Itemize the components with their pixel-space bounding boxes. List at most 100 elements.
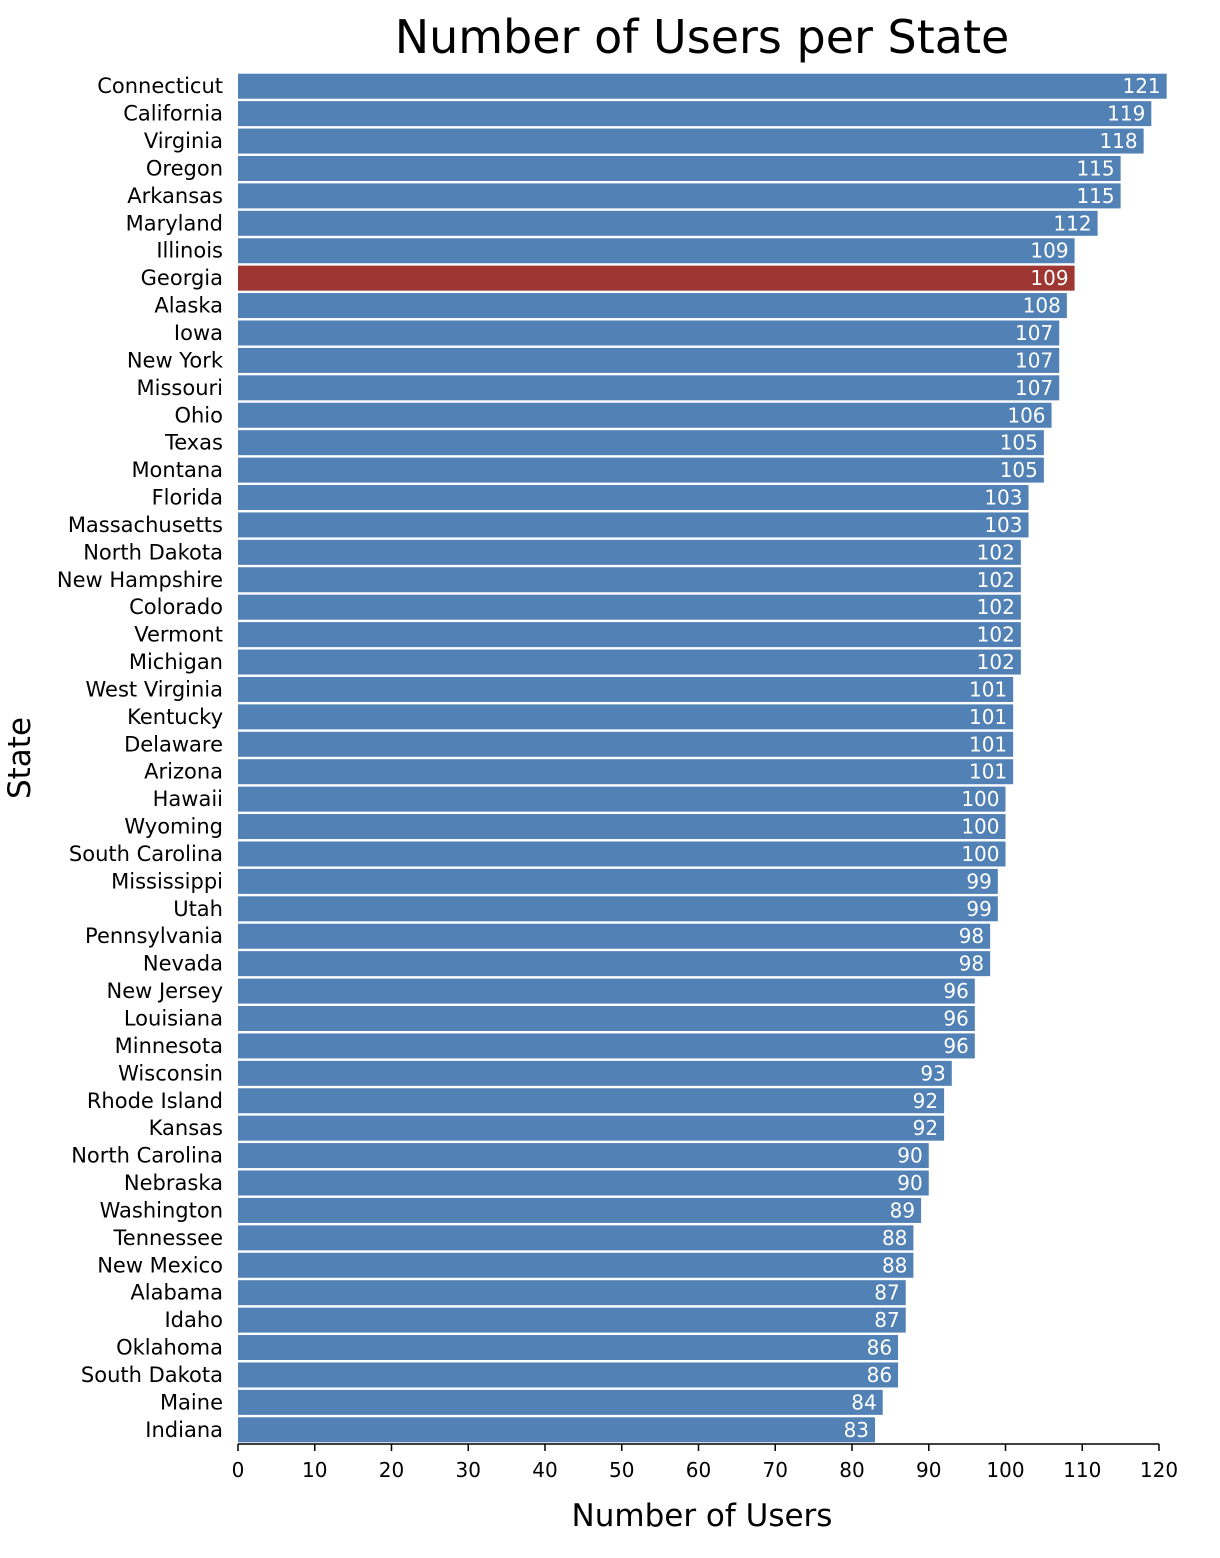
category-label: Maine (160, 1390, 223, 1414)
data-label: 98 (959, 952, 984, 976)
data-label: 119 (1107, 102, 1145, 126)
bar (238, 347, 1060, 373)
bar (238, 622, 1021, 648)
bar (238, 293, 1067, 319)
data-label: 86 (867, 1363, 892, 1387)
category-label: New Mexico (97, 1253, 223, 1277)
category-label: Montana (131, 458, 223, 482)
bar (238, 1307, 906, 1333)
x-tick-label: 40 (532, 1458, 557, 1482)
data-label: 121 (1122, 74, 1160, 98)
category-label: Illinois (156, 239, 223, 263)
bar (238, 1417, 876, 1443)
data-label: 102 (977, 540, 1015, 564)
category-label: Texas (164, 431, 223, 455)
bar (238, 868, 998, 894)
data-label: 107 (1015, 321, 1053, 345)
bar (238, 1252, 914, 1278)
category-label: Arizona (144, 760, 223, 784)
bar (238, 923, 991, 949)
data-label: 89 (890, 1198, 915, 1222)
bar (238, 375, 1060, 401)
bar (238, 320, 1060, 346)
x-tick-label: 60 (686, 1458, 711, 1482)
data-label: 101 (969, 677, 1007, 701)
category-label: Vermont (134, 623, 223, 647)
bars-layer (238, 73, 1167, 1443)
x-tick-label: 30 (456, 1458, 481, 1482)
data-label: 102 (977, 568, 1015, 592)
data-label: 105 (1000, 458, 1038, 482)
bar (238, 183, 1121, 209)
category-label: Nebraska (124, 1171, 223, 1195)
bar (238, 1225, 914, 1251)
data-label: 107 (1015, 376, 1053, 400)
bar (238, 896, 998, 922)
x-tick-label: 90 (916, 1458, 941, 1482)
category-label: Mississippi (111, 869, 223, 893)
x-axis: 0 10 20 30 40 50 60 70 80 90 100 110 120 (232, 1443, 1178, 1482)
data-label: 99 (966, 897, 991, 921)
x-tick-label: 120 (1140, 1458, 1178, 1482)
category-label: Florida (152, 486, 223, 510)
data-label: 109 (1030, 266, 1068, 290)
data-label: 103 (984, 486, 1022, 510)
bar (238, 1362, 899, 1388)
data-label: 84 (851, 1390, 876, 1414)
bar (238, 1115, 945, 1141)
bar (238, 402, 1052, 428)
category-label: Missouri (137, 376, 223, 400)
x-tick-label: 70 (763, 1458, 788, 1482)
category-label: Minnesota (115, 1034, 223, 1058)
chart-title: Number of Users per State (395, 10, 1010, 64)
category-label: Tennessee (113, 1226, 223, 1250)
category-label: Connecticut (97, 74, 223, 98)
data-label: 112 (1053, 211, 1091, 235)
category-label: Louisiana (124, 1006, 223, 1030)
bar (238, 731, 1014, 757)
category-label: Massachusetts (68, 513, 223, 537)
data-label: 108 (1023, 294, 1061, 318)
category-label: Hawaii (153, 787, 223, 811)
bar (238, 210, 1098, 236)
category-label: Alaska (154, 294, 223, 318)
data-label: 102 (977, 623, 1015, 647)
category-label: Iowa (174, 321, 223, 345)
category-label: Maryland (126, 211, 223, 235)
value-labels: 121 119 118 115 115 112 109 109 108 107 107 107 106 1… (844, 74, 1161, 1442)
category-label: Oregon (146, 156, 223, 180)
data-label: 106 (1007, 403, 1045, 427)
bar (238, 430, 1044, 456)
bar (238, 814, 1006, 840)
data-label: 83 (844, 1418, 869, 1442)
data-label: 87 (874, 1308, 899, 1332)
category-label: Washington (100, 1198, 223, 1222)
bar (238, 1280, 906, 1306)
x-tick-label: 100 (986, 1458, 1024, 1482)
category-label: Oklahoma (116, 1336, 223, 1360)
category-label: Rhode Island (87, 1089, 223, 1113)
bar (238, 265, 1075, 291)
bar (238, 978, 975, 1004)
bar (238, 485, 1029, 511)
bar (238, 567, 1021, 593)
bar (238, 1005, 975, 1031)
category-label: Kentucky (127, 705, 223, 729)
bar (238, 155, 1121, 181)
bar (238, 1033, 975, 1059)
bar (238, 649, 1021, 675)
data-label: 118 (1099, 129, 1137, 153)
bar (238, 101, 1152, 127)
category-label: New York (127, 348, 224, 372)
bar (238, 841, 1006, 867)
category-label: Idaho (164, 1308, 223, 1332)
category-label: California (123, 102, 223, 126)
x-tick-label: 20 (379, 1458, 404, 1482)
data-label: 102 (977, 650, 1015, 674)
category-label: Utah (173, 897, 223, 921)
data-label: 90 (897, 1144, 922, 1168)
category-label: Wyoming (124, 815, 223, 839)
data-label: 100 (961, 842, 999, 866)
category-label: New Hampshire (57, 568, 223, 592)
